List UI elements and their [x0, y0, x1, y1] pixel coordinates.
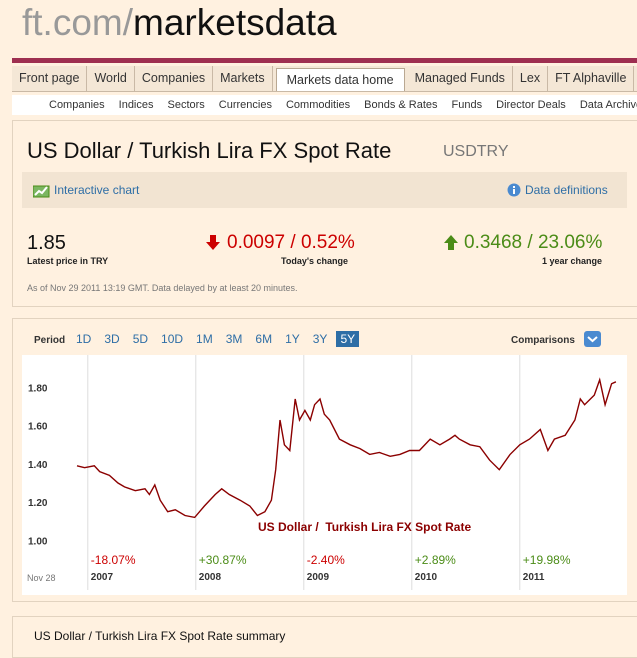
latest-price: 1.85 — [27, 232, 66, 254]
period-option[interactable]: 1M — [196, 332, 213, 346]
year-change-label: 1 year change — [542, 256, 603, 266]
comparisons-button[interactable] — [584, 331, 601, 347]
logo-main: marketsdata — [133, 2, 337, 43]
subnav-link[interactable]: Currencies — [218, 99, 272, 111]
header-rule — [12, 58, 637, 63]
x-tick-label: 2009 — [307, 572, 330, 583]
y-tick-label: 1.40 — [28, 460, 48, 471]
chart-icon — [33, 185, 50, 198]
help-icon — [507, 183, 521, 197]
nav-tab[interactable]: Managed Funds — [408, 66, 513, 91]
period-option[interactable]: 5D — [132, 332, 149, 346]
nav-tab[interactable]: Lex — [513, 66, 549, 91]
today-change-label: Today's change — [281, 256, 348, 266]
period-selector: 1D 3D 5D 10D 1M 3M 6M 1Y 3Y 5Y — [72, 331, 364, 347]
chevron — [587, 336, 598, 343]
subnav-link[interactable]: Companies — [49, 99, 105, 111]
delay-note: As of Nov 29 2011 13:19 GMT. Data delaye… — [27, 283, 298, 293]
period-label: Period — [34, 335, 66, 346]
latest-price-label: Latest price in TRY — [27, 256, 109, 266]
nav-tab[interactable]: Companies — [135, 66, 214, 91]
period-option[interactable]: 1D — [76, 332, 92, 346]
y-tick-label: 1.20 — [28, 498, 48, 509]
subnav-link[interactable]: Indices — [118, 99, 154, 111]
period-option[interactable]: 10D — [161, 332, 184, 346]
nav-tab[interactable]: Markets data home — [275, 68, 405, 91]
tool-bar — [22, 172, 627, 208]
annual-change: +19.98% — [523, 553, 571, 567]
period-option[interactable]: 3Y — [312, 332, 328, 346]
y-tick-label: 1.00 — [28, 536, 48, 547]
data-definitions-link[interactable]: Data definitions — [525, 183, 608, 197]
subnav-link[interactable]: Director Deals — [496, 99, 566, 111]
period-option[interactable]: 5Y — [336, 331, 360, 347]
annual-change: -2.40% — [307, 553, 345, 567]
period-option[interactable]: 6M — [255, 332, 273, 346]
nav-tab[interactable]: Front page — [12, 66, 88, 91]
series-label: US Dollar / Turkish Lira FX Spot Rate — [258, 520, 471, 534]
period-option[interactable]: 1Y — [285, 332, 300, 346]
quote-box — [12, 120, 637, 307]
price-line — [76, 377, 617, 519]
plot-background — [22, 355, 627, 595]
secondary-nav: Companies Indices Sectors Currencies Commodi… — [12, 95, 637, 115]
summary-title: US Dollar / Turkish Lira FX Spot Rate su… — [34, 629, 286, 643]
subnav-link[interactable]: Sectors — [167, 99, 205, 111]
quote-title: US Dollar / Turkish Lira FX Spot Rate — [27, 138, 392, 163]
today-change: 0.0097 / 0.52% — [227, 232, 355, 253]
subnav-link[interactable]: Commodities — [285, 99, 351, 111]
subnav-link[interactable]: Funds — [451, 99, 483, 111]
annual-change: -18.07% — [91, 553, 136, 567]
subnav-link[interactable]: Bonds & Rates — [364, 99, 438, 111]
subnav-link[interactable]: Data Archive — [579, 99, 637, 111]
y-tick-label: 1.80 — [28, 383, 48, 394]
x-tick-label: 2010 — [415, 572, 438, 583]
annual-change: +30.87% — [199, 553, 247, 567]
comparisons-label[interactable]: Comparisons — [511, 335, 575, 346]
down-arrow — [206, 235, 220, 250]
nav-tab[interactable]: FT Alphaville — [548, 66, 635, 91]
interactive-chart-link[interactable]: Interactive chart — [54, 183, 140, 197]
x-tick-label: 2008 — [199, 572, 222, 583]
y-tick-label: 1.60 — [28, 422, 48, 433]
up-arrow — [444, 235, 458, 250]
nav-tab[interactable]: Markets — [213, 66, 273, 91]
year-change: 0.3468 / 23.06% — [464, 232, 603, 253]
quote-symbol: USDTRY — [443, 143, 509, 160]
period-option[interactable]: 3D — [104, 332, 120, 346]
logo[interactable]: ft.com/marketsdata — [22, 2, 337, 44]
annual-change: +2.89% — [415, 553, 456, 567]
logo-prefix: ft.com/ — [22, 2, 134, 43]
primary-nav: Front page World Companies Markets Markets d… — [12, 66, 637, 92]
start-date: Nov 28 — [27, 573, 56, 583]
x-tick-label: 2011 — [523, 572, 545, 583]
period-option[interactable]: 3M — [225, 332, 243, 346]
x-tick-label: 2007 — [91, 572, 114, 583]
nav-tab[interactable]: World — [87, 66, 135, 91]
